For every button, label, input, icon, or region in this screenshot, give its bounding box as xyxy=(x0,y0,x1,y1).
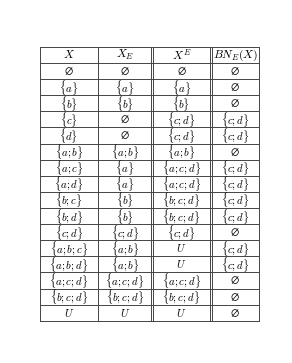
Text: $\{c;d\}$: $\{c;d\}$ xyxy=(221,239,250,258)
Text: $\{a;b\}$: $\{a;b\}$ xyxy=(55,142,83,161)
Text: $\{c;d\}$: $\{c;d\}$ xyxy=(221,191,250,209)
Text: $\{a;b\}$: $\{a;b\}$ xyxy=(111,142,139,161)
Text: $\{b;c;d\}$: $\{b;c;d\}$ xyxy=(50,287,88,306)
Text: $\{c;d\}$: $\{c;d\}$ xyxy=(221,255,250,274)
Text: $BN_{E}(X)$: $BN_{E}(X)$ xyxy=(213,47,258,62)
Text: $\{b\}$: $\{b\}$ xyxy=(173,94,190,113)
Text: $\{c;d\}$: $\{c;d\}$ xyxy=(221,207,250,225)
Text: $\varnothing$: $\varnothing$ xyxy=(64,65,74,77)
Text: $\{a;b\}$: $\{a;b\}$ xyxy=(111,255,139,274)
Text: $\varnothing$: $\varnothing$ xyxy=(177,65,186,77)
Text: $\varnothing$: $\varnothing$ xyxy=(230,275,240,286)
Text: $\{b\}$: $\{b\}$ xyxy=(60,94,78,113)
Text: $X$: $X$ xyxy=(63,49,75,61)
Text: $\{b;c;d\}$: $\{b;c;d\}$ xyxy=(162,287,201,306)
Text: $\{b\}$: $\{b\}$ xyxy=(116,94,134,113)
Text: $X^{E}$: $X^{E}$ xyxy=(172,48,191,62)
Text: $\{c;d\}$: $\{c;d\}$ xyxy=(167,223,196,242)
Text: $\{a\}$: $\{a\}$ xyxy=(172,78,191,97)
Text: $\varnothing$: $\varnothing$ xyxy=(120,130,130,142)
Text: $\{a;d\}$: $\{a;d\}$ xyxy=(54,175,84,193)
Text: $\{b;c;d\}$: $\{b;c;d\}$ xyxy=(162,191,201,209)
Text: $\{b;c;d\}$: $\{b;c;d\}$ xyxy=(162,207,201,225)
Text: $\{c;d\}$: $\{c;d\}$ xyxy=(221,158,250,177)
Text: $\varnothing$: $\varnothing$ xyxy=(230,146,240,158)
Text: $\{b;c\}$: $\{b;c\}$ xyxy=(55,191,83,209)
Text: $\{a;c;d\}$: $\{a;c;d\}$ xyxy=(49,271,88,290)
Text: $\{a;b;d\}$: $\{a;b;d\}$ xyxy=(49,255,88,274)
Text: $\varnothing$: $\varnothing$ xyxy=(230,291,240,302)
Text: $\{c;d\}$: $\{c;d\}$ xyxy=(167,126,196,145)
Text: $U$: $U$ xyxy=(64,307,74,319)
Text: $X_{E}$: $X_{E}$ xyxy=(116,48,134,62)
Text: $\varnothing$: $\varnothing$ xyxy=(230,307,240,319)
Text: $\{a\}$: $\{a\}$ xyxy=(115,78,135,97)
Text: $\{b\}$: $\{b\}$ xyxy=(116,191,134,209)
Text: $\{a;c;d\}$: $\{a;c;d\}$ xyxy=(105,271,145,290)
Text: $\varnothing$: $\varnothing$ xyxy=(120,114,130,125)
Text: $\varnothing$: $\varnothing$ xyxy=(230,97,240,109)
Text: $\varnothing$: $\varnothing$ xyxy=(230,81,240,93)
Text: $U$: $U$ xyxy=(176,307,187,319)
Text: $\{c\}$: $\{c\}$ xyxy=(60,110,78,129)
Text: $\varnothing$: $\varnothing$ xyxy=(120,65,130,77)
Text: $\{b;d\}$: $\{b;d\}$ xyxy=(55,207,83,225)
Text: $\{a;b\}$: $\{a;b\}$ xyxy=(111,239,139,258)
Text: $\{a;c;d\}$: $\{a;c;d\}$ xyxy=(162,271,201,290)
Text: $\{c;d\}$: $\{c;d\}$ xyxy=(167,110,196,129)
Text: $\{c;d\}$: $\{c;d\}$ xyxy=(55,223,83,242)
Text: $\{c;d\}$: $\{c;d\}$ xyxy=(111,223,139,242)
Text: $\{a\}$: $\{a\}$ xyxy=(59,78,79,97)
Text: $\{a;c;d\}$: $\{a;c;d\}$ xyxy=(162,158,201,177)
Text: $\{a;c;d\}$: $\{a;c;d\}$ xyxy=(162,175,201,193)
Text: $\{c;d\}$: $\{c;d\}$ xyxy=(221,110,250,129)
Text: $\{a\}$: $\{a\}$ xyxy=(115,158,135,177)
Text: $\{a;c\}$: $\{a;c\}$ xyxy=(55,158,83,177)
Text: $\{a;b;c\}$: $\{a;b;c\}$ xyxy=(50,239,88,258)
Text: $\{a;b\}$: $\{a;b\}$ xyxy=(167,142,196,161)
Text: $U$: $U$ xyxy=(176,242,187,254)
Text: $\{b;c;d\}$: $\{b;c;d\}$ xyxy=(106,287,144,306)
Text: $U$: $U$ xyxy=(120,307,130,319)
Text: $\{c;d\}$: $\{c;d\}$ xyxy=(221,175,250,193)
Text: $\{c;d\}$: $\{c;d\}$ xyxy=(221,126,250,145)
Text: $\varnothing$: $\varnothing$ xyxy=(230,65,240,77)
Text: $\{b\}$: $\{b\}$ xyxy=(116,207,134,225)
Text: $\varnothing$: $\varnothing$ xyxy=(230,226,240,238)
Text: $U$: $U$ xyxy=(176,258,187,270)
Text: $\{d\}$: $\{d\}$ xyxy=(60,126,79,145)
Text: $\{a\}$: $\{a\}$ xyxy=(115,174,135,193)
